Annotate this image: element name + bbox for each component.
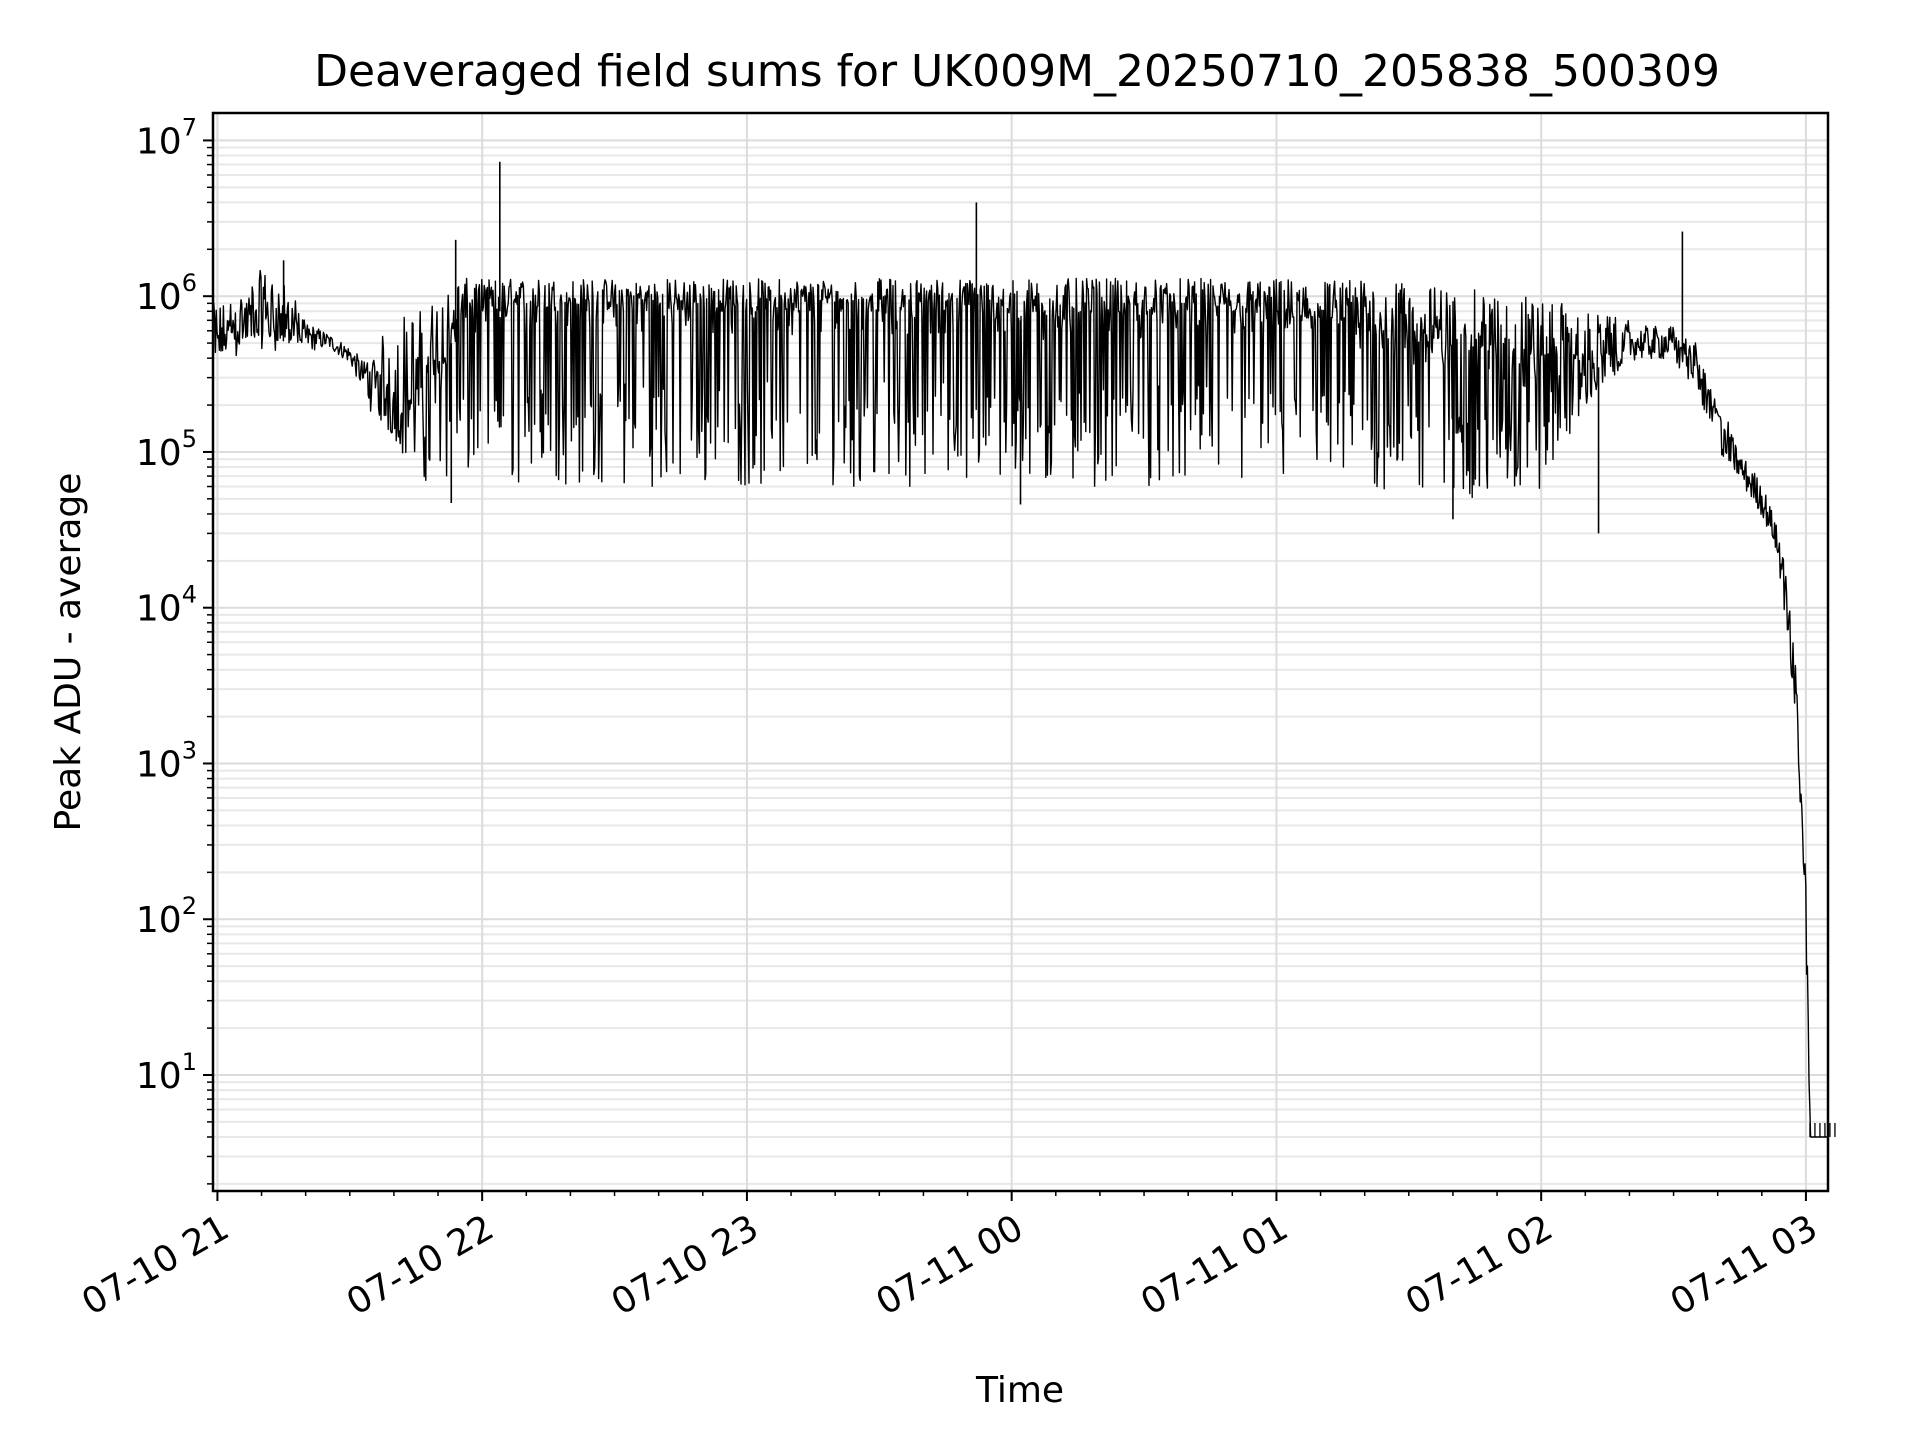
y-tick-label: 102 <box>136 892 197 941</box>
y-tick-label: 101 <box>136 1048 197 1097</box>
y-tick-label: 104 <box>136 581 197 630</box>
x-tick-label: 07-10 21 <box>75 1207 236 1323</box>
x-tick-label: 07-11 00 <box>870 1207 1031 1323</box>
plot-frame <box>211 111 1830 1193</box>
x-tick-label: 07-11 02 <box>1399 1207 1560 1323</box>
y-tick-label: 106 <box>136 269 197 318</box>
chart-title: Deaveraged field sums for UK009M_2025071… <box>314 46 1720 97</box>
grid <box>213 113 1828 1191</box>
y-tick-label: 105 <box>136 425 197 474</box>
y-tick-label: 107 <box>136 113 197 162</box>
x-tick-label: 07-10 22 <box>340 1207 501 1323</box>
x-axis-ticks: 07-10 21 07-10 22 07-10 23 07-11 00 07-11 01… <box>75 1191 1824 1324</box>
spikes <box>282 161 1836 1137</box>
y-tick-label: 103 <box>136 736 197 785</box>
x-tick-label: 07-10 23 <box>605 1207 766 1323</box>
y-axis-label: Peak ADU - average <box>48 473 89 832</box>
x-tick-label: 07-11 01 <box>1134 1207 1295 1323</box>
x-axis-label: Time <box>975 1370 1064 1411</box>
y-axis-ticks: 101 102 103 104 105 106 107 <box>136 113 213 1185</box>
x-tick-label: 07-11 03 <box>1664 1207 1825 1323</box>
